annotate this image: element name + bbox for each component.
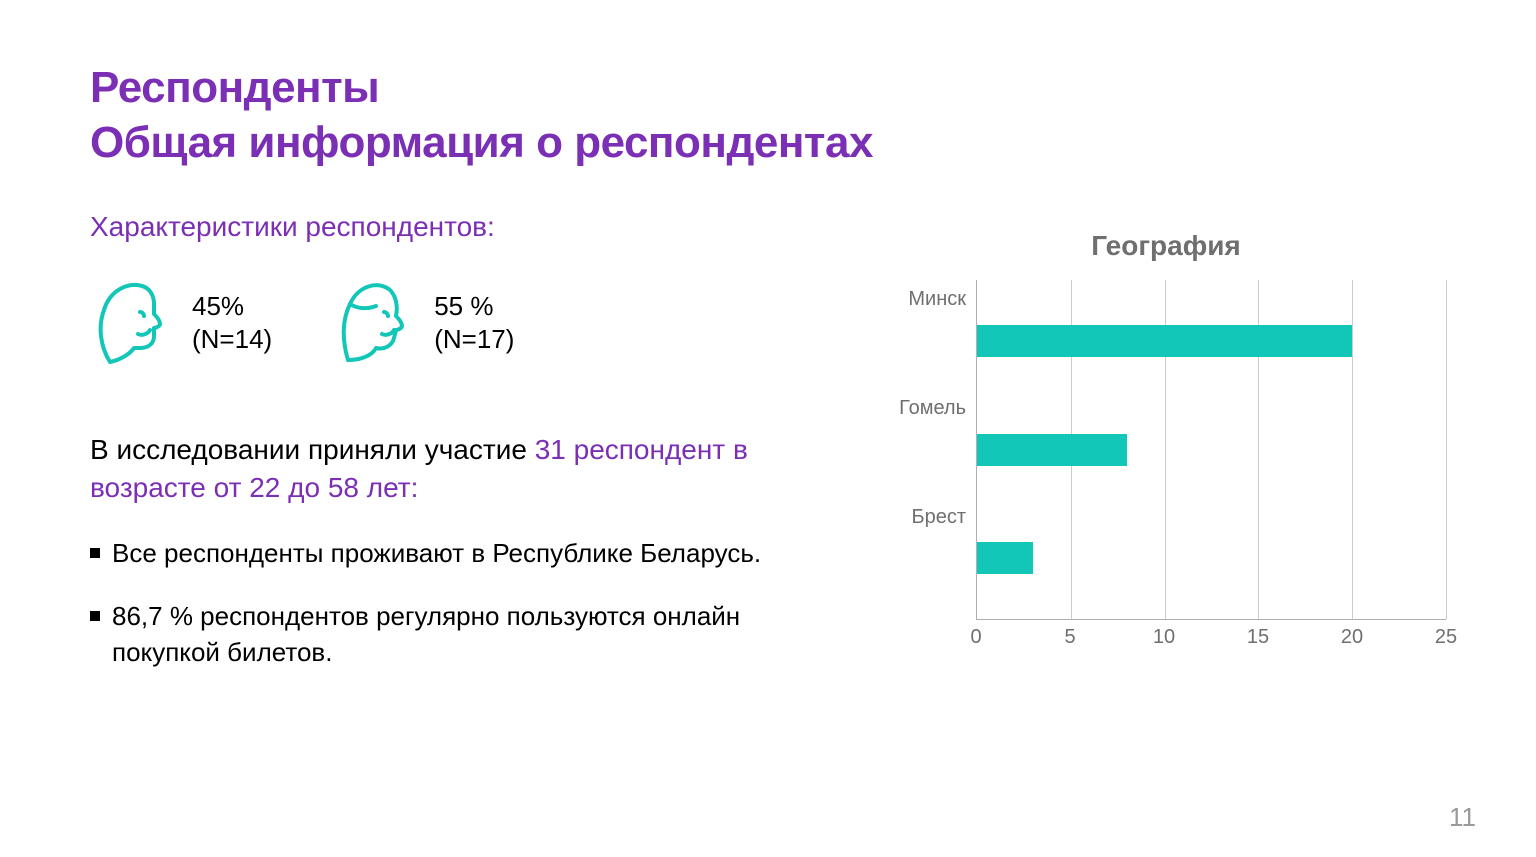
body-lead: В исследовании приняли участие 31 респон…: [90, 431, 770, 507]
bullet-text: 86,7 % респондентов регулярно пользуются…: [112, 599, 770, 669]
chart-x-tick: 25: [1435, 626, 1457, 649]
female-head-icon: [332, 276, 410, 371]
female-count: (N=17): [434, 323, 514, 357]
title-line-2: Общая информация о респондентах: [90, 118, 873, 167]
bullet-item: 86,7 % респондентов регулярно пользуются…: [90, 599, 770, 669]
bullet-list: Все респонденты проживают в Республике Б…: [90, 536, 770, 669]
geography-chart: География МинскГомельБрест 0510152025: [886, 230, 1446, 650]
chart-title: География: [886, 230, 1446, 262]
chart-plot-area: Минск Гомель Брест: [886, 280, 1446, 620]
chart-x-tick: 20: [1341, 626, 1363, 649]
chart-x-tick: 15: [1247, 626, 1269, 649]
chart-plot: [976, 280, 1446, 620]
page-number: 11: [1449, 802, 1476, 833]
chart-x-tick: 10: [1153, 626, 1175, 649]
chart-y-label: Гомель: [899, 397, 966, 420]
chart-bar: [977, 434, 1127, 466]
slide-title: Респонденты Общая информация о респонден…: [90, 60, 1446, 170]
chart-bar: [977, 325, 1352, 357]
male-count: (N=14): [192, 323, 272, 357]
male-head-icon: [90, 276, 168, 371]
bullet-marker-icon: [90, 548, 100, 558]
gender-female-text: 55 % (N=17): [434, 290, 514, 358]
bullet-item: Все респонденты проживают в Республике Б…: [90, 536, 770, 571]
chart-y-label: Минск: [908, 288, 966, 311]
female-percent: 55 %: [434, 290, 514, 324]
chart-x-ticks: 0510152025: [976, 620, 1446, 650]
chart-y-labels: Минск Гомель Брест: [886, 280, 976, 620]
gender-female: 55 % (N=17): [332, 276, 514, 371]
chart-bar: [977, 542, 1033, 574]
bullet-text: Все респонденты проживают в Республике Б…: [112, 536, 761, 571]
chart-gridline: [1352, 280, 1353, 619]
title-line-1: Респонденты: [90, 63, 379, 112]
chart-y-label: Брест: [911, 506, 966, 529]
chart-gridline: [1446, 280, 1447, 619]
chart-x-tick: 5: [1064, 626, 1075, 649]
slide: Респонденты Общая информация о респонден…: [0, 0, 1536, 857]
chart-x-tick: 0: [970, 626, 981, 649]
gender-male-text: 45% (N=14): [192, 290, 272, 358]
bullet-marker-icon: [90, 611, 100, 621]
male-percent: 45%: [192, 290, 272, 324]
body-lead-plain: В исследовании приняли участие: [90, 434, 535, 465]
gender-male: 45% (N=14): [90, 276, 272, 371]
